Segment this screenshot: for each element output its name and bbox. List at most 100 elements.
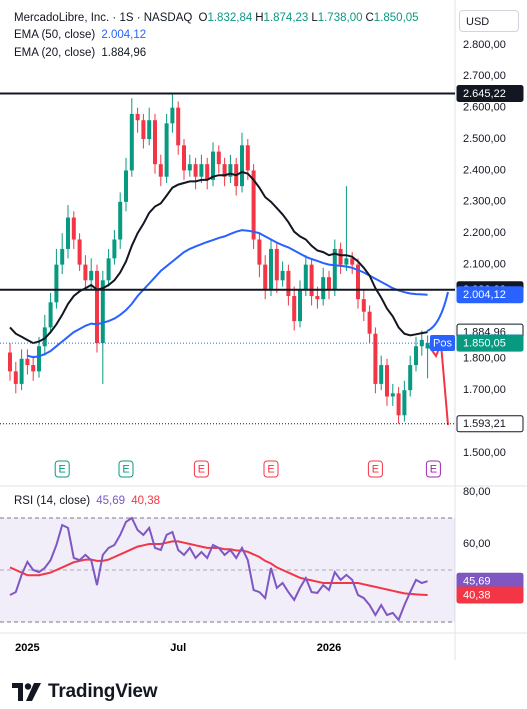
earnings-label: E bbox=[59, 463, 66, 475]
rsi-name: RSI (14, close) bbox=[14, 495, 91, 507]
y-tick-label: 1.500,00 bbox=[463, 447, 506, 459]
candle-body bbox=[245, 145, 250, 171]
position-badge bbox=[430, 334, 455, 351]
candle-body bbox=[66, 217, 70, 249]
candle-body bbox=[269, 248, 273, 290]
brand-logo bbox=[12, 683, 41, 701]
candle-body bbox=[95, 270, 99, 344]
y-tick-label: 2.400,00 bbox=[463, 164, 506, 176]
candle-body bbox=[31, 365, 36, 372]
earnings-label: E bbox=[122, 463, 129, 475]
y-tick-label: 1.800,00 bbox=[463, 353, 506, 365]
price-tag-label: 2.004,12 bbox=[463, 289, 506, 301]
currency-button[interactable]: USD bbox=[459, 10, 519, 32]
candle-body bbox=[187, 164, 192, 171]
candle-body bbox=[100, 280, 105, 344]
candle-body bbox=[309, 264, 314, 297]
candle-body bbox=[199, 164, 204, 177]
candle-body bbox=[298, 289, 302, 322]
candle-body bbox=[350, 258, 355, 265]
candle-body bbox=[332, 248, 337, 290]
candle-body bbox=[385, 365, 389, 397]
ema-value: 2.004,12 bbox=[101, 29, 147, 41]
symbol-legend: MercadoLibre, Inc. · 1S · NASDAQ O1.832,… bbox=[14, 10, 452, 26]
price-tag-label: 1.593,21 bbox=[463, 418, 506, 430]
candle-body bbox=[240, 145, 244, 187]
price-tag bbox=[456, 415, 524, 433]
candle-body bbox=[425, 343, 430, 349]
candle-body bbox=[356, 264, 360, 300]
candle-body bbox=[153, 120, 157, 165]
earnings-label: E bbox=[430, 463, 437, 475]
price-tag bbox=[456, 334, 524, 352]
candle-body bbox=[118, 201, 123, 240]
indicator-line bbox=[9, 516, 428, 622]
x-tick-label: Jul bbox=[170, 642, 186, 654]
y-tick-label: 2.100,00 bbox=[463, 259, 506, 271]
candle-body bbox=[263, 264, 268, 290]
forecast-up bbox=[426, 291, 449, 332]
candle-body bbox=[71, 217, 76, 240]
y-tick-label: 2.200,00 bbox=[463, 227, 506, 239]
brand-name: TradingView bbox=[48, 681, 158, 702]
ema50-legend: EMA (50, close) 2.004,12 bbox=[14, 27, 149, 43]
ohlc-value: 1.850,05 bbox=[373, 12, 419, 24]
candle-body bbox=[147, 120, 152, 140]
symbol: MercadoLibre, Inc. · 1S · NASDAQ bbox=[14, 12, 193, 24]
candle-body bbox=[367, 311, 372, 334]
earnings-label: E bbox=[198, 463, 205, 475]
indicator-line bbox=[27, 229, 428, 359]
price-tag bbox=[456, 286, 524, 304]
candle-body bbox=[257, 239, 262, 265]
candle-body bbox=[19, 358, 24, 384]
ohlc-value: 1.874,23 bbox=[263, 12, 309, 24]
candle-body bbox=[124, 170, 128, 202]
y-tick-label: 2.600,00 bbox=[463, 102, 506, 114]
earnings-label: E bbox=[372, 463, 379, 475]
candle-body bbox=[414, 346, 418, 366]
position-badge-label: Pos bbox=[433, 337, 452, 349]
forecast-down bbox=[428, 343, 449, 426]
price-tag bbox=[456, 84, 524, 102]
earnings-marker bbox=[425, 460, 441, 478]
candle-body bbox=[216, 151, 221, 165]
marks: 2.800,00 2.700,00 2.600,00 2.500,00 2.400,00… bbox=[0, 39, 524, 654]
candle-body bbox=[112, 239, 117, 259]
candle-body bbox=[396, 393, 401, 416]
candle-body bbox=[390, 393, 395, 397]
candle-body bbox=[8, 352, 12, 372]
candle-body bbox=[205, 164, 210, 180]
candle-body bbox=[60, 248, 65, 265]
candle-body bbox=[176, 107, 181, 146]
rsi-value: 45,69 bbox=[96, 495, 126, 507]
candle-body bbox=[419, 339, 424, 347]
candle-body bbox=[315, 296, 320, 300]
ema-name: EMA (50, close) bbox=[14, 29, 96, 41]
y-tick-label: 1.700,00 bbox=[463, 384, 506, 396]
candle-body bbox=[286, 270, 291, 297]
candle-body bbox=[42, 327, 47, 347]
candle-body bbox=[228, 164, 233, 177]
candle-body bbox=[89, 270, 94, 281]
candle-body bbox=[211, 151, 215, 180]
candle-body bbox=[77, 239, 82, 265]
candle-body bbox=[361, 299, 366, 312]
price-tag bbox=[456, 586, 524, 604]
ohlc-value: 1.832,84 bbox=[207, 12, 253, 24]
candle-body bbox=[251, 170, 256, 240]
candle-body bbox=[303, 264, 308, 290]
candle-body bbox=[106, 258, 111, 281]
candle-body bbox=[135, 113, 140, 121]
candle-body bbox=[83, 264, 88, 281]
price-tag-label: 1.850,05 bbox=[463, 337, 506, 349]
ohlc-key: C bbox=[365, 12, 374, 24]
x-tick-label: 2026 bbox=[317, 642, 341, 654]
y-tick-label: 2.700,00 bbox=[463, 70, 506, 82]
y-tick-label: 2.300,00 bbox=[463, 196, 506, 208]
y-tick-label: 80,00 bbox=[463, 486, 491, 498]
earnings-label: E bbox=[267, 463, 274, 475]
candle-body bbox=[222, 164, 227, 177]
candle-body bbox=[274, 248, 279, 281]
